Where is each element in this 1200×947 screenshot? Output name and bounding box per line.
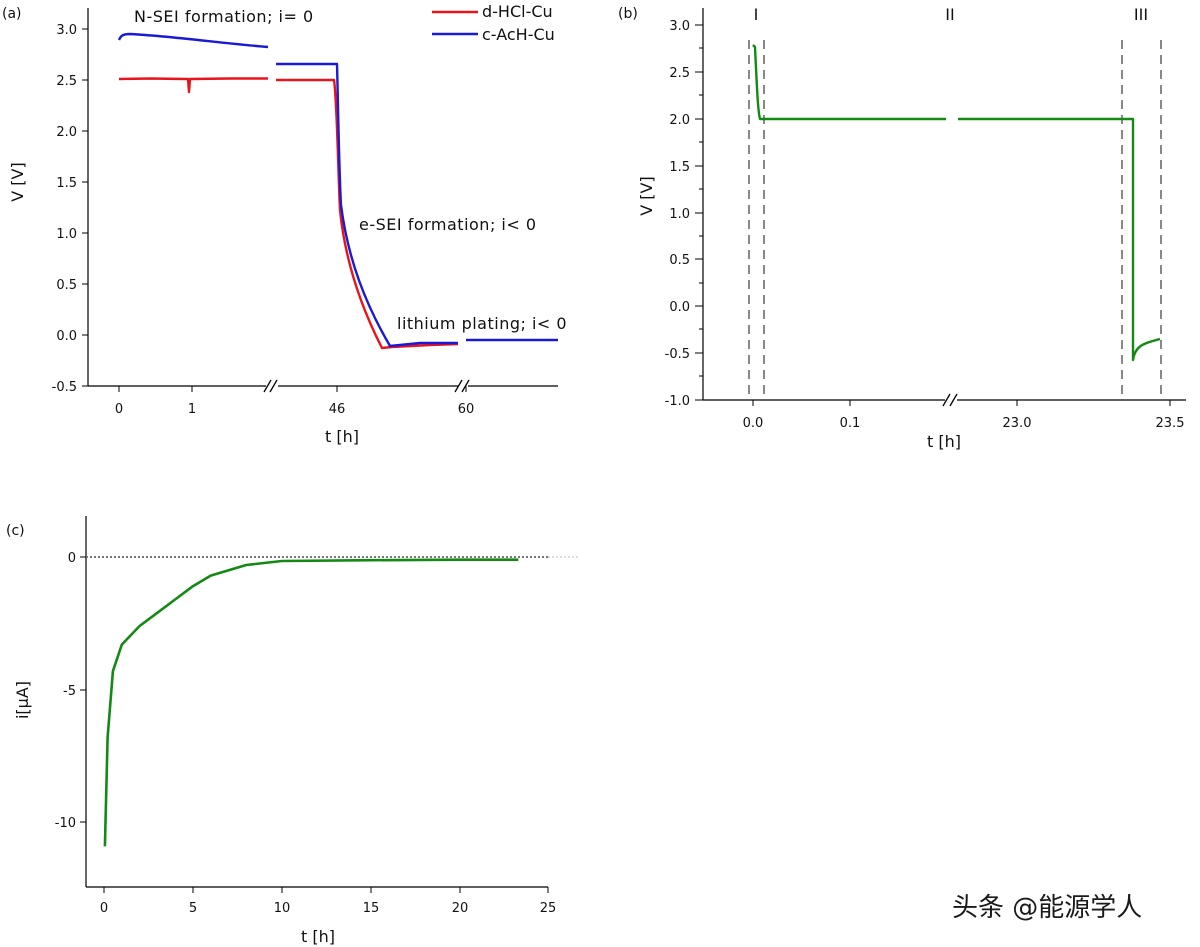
panel-a-y-axis-label: V [V]	[8, 162, 27, 201]
panel-b-ytick-label: -0.5	[665, 347, 690, 362]
panel-b-xtick-label: 23.5	[1156, 416, 1185, 431]
panel-c: (c) 0 -5 -10 0 5 10 15 20 25 t [h] i[μA]	[6, 516, 580, 946]
panel-b-x-axis-label: t [h]	[927, 432, 961, 451]
panel-a-y-ticks	[82, 28, 88, 387]
panel-a-ytick-label: 0.0	[56, 329, 77, 344]
panel-a-ytick-label: 1.0	[56, 227, 77, 242]
panel-a-label: (a)	[2, 6, 22, 22]
panel-b-ytick-label: 3.0	[669, 19, 690, 34]
panel-c-ytick-label: -5	[63, 684, 76, 699]
panel-c-xtick-label: 15	[363, 901, 380, 916]
panel-c-xtick-label: 0	[100, 901, 108, 916]
legend-label: d-HCl-Cu	[482, 2, 553, 21]
panel-c-xtick-label: 5	[189, 901, 197, 916]
panel-b: (b) -1.0 -0.5 0.0 0.5 1.0 1.5 2.0 2.5 3.…	[618, 5, 1186, 451]
panel-c-xtick-label: 20	[452, 901, 469, 916]
legend-label: c-AcH-Cu	[482, 25, 555, 44]
panel-a-ytick-label: 0.5	[56, 278, 77, 293]
panel-b-ytick-label: 1.5	[669, 160, 690, 175]
panel-b-x-ticks	[752, 400, 1171, 406]
panel-b-region-dividers	[748, 40, 1162, 400]
panel-b-ytick-label: 0.5	[669, 253, 690, 268]
panel-a-annotation: lithium plating; i< 0	[397, 314, 567, 333]
panel-b-label: (b)	[618, 6, 638, 22]
panel-b-xtick-label: 0.1	[840, 416, 861, 431]
panel-a-legend: d-HCl-Cu c-AcH-Cu	[432, 2, 555, 44]
panel-c-xtick-label: 10	[274, 901, 291, 916]
panel-b-y-ticks	[695, 24, 703, 401]
series-d-HCl-Cu-seg1	[118, 77, 268, 94]
panel-b-y-axis-label: V [V]	[637, 176, 656, 215]
panel-c-series-line	[103, 558, 519, 847]
panel-a-ytick-label: 1.5	[56, 176, 77, 191]
panel-a-xtick-label: 1	[188, 402, 196, 417]
series-c-AcH-Cu-seg1	[117, 32, 269, 49]
series-c-AcH-Cu-seg2	[276, 62, 458, 348]
panel-a-x-axis-label: t [h]	[325, 427, 359, 446]
panel-b-series-seg1	[752, 44, 946, 121]
panel-c-y-ticks	[80, 556, 86, 823]
panel-a-axis-break-1	[263, 379, 278, 393]
panel-c-ytick-label: 0	[68, 551, 76, 566]
series-d-HCl-Cu-seg2	[276, 78, 459, 350]
panel-c-ytick-label: -10	[55, 816, 76, 831]
panel-b-xtick-label: 0.0	[743, 416, 764, 431]
panel-b-ytick-label: -1.0	[665, 394, 690, 409]
panel-a-xtick-label: 0	[115, 402, 123, 417]
panel-a-ytick-label: 2.5	[56, 74, 77, 89]
panel-a-ytick-label: 2.0	[56, 125, 77, 140]
panel-b-ytick-label: 0.0	[669, 300, 690, 315]
panel-c-x-ticks	[103, 887, 549, 893]
watermark: 头条 @能源学人	[952, 893, 1143, 923]
panel-a-x-ticks	[118, 386, 467, 392]
panel-b-axis-break	[942, 393, 958, 407]
panel-b-region-label: I	[754, 5, 759, 24]
panel-a-xtick-label: 60	[458, 402, 475, 417]
panel-a-ytick-label: -0.5	[52, 380, 77, 395]
panel-c-y-axis-label: i[μA]	[13, 681, 32, 719]
panel-c-x-axis-label: t [h]	[301, 927, 335, 946]
panel-b-region-label: II	[945, 5, 954, 24]
panel-a-ytick-label: 3.0	[56, 23, 77, 38]
panel-b-ytick-label: 1.0	[669, 207, 690, 222]
panel-a-xtick-label: 46	[329, 402, 346, 417]
panel-b-ytick-label: 2.5	[669, 66, 690, 81]
panel-a-annotation: e-SEI formation; i< 0	[359, 215, 537, 234]
panel-b-region-label: III	[1134, 5, 1148, 24]
panel-a-annotation: N-SEI formation; i= 0	[134, 7, 314, 26]
panel-c-label: (c)	[6, 523, 25, 539]
panel-b-ytick-label: 2.0	[669, 113, 690, 128]
panel-a: (a) -0.5 0.0 0.5 1.0 1.5 2.0 2.5 3.0	[2, 2, 567, 446]
panel-b-xtick-label: 23.0	[1003, 416, 1032, 431]
panel-b-y-minor-ticks	[699, 47, 703, 377]
panel-c-xtick-label: 25	[540, 901, 557, 916]
panel-b-series-seg2	[958, 117, 1161, 362]
